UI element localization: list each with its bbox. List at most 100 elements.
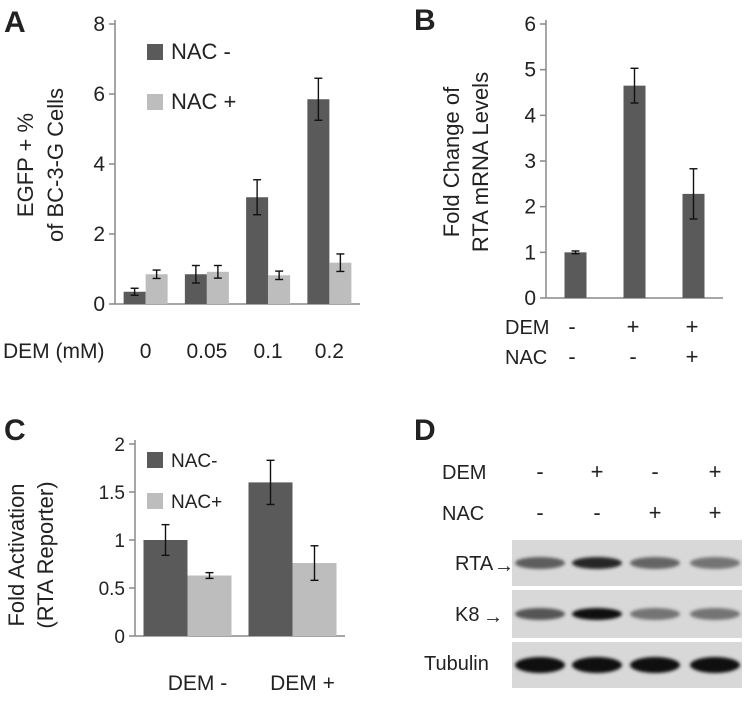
x-tick-label: 0.2 bbox=[315, 340, 344, 363]
legend-label: NAC - bbox=[171, 39, 231, 64]
nac-sign: - bbox=[593, 500, 600, 525]
bar bbox=[623, 85, 646, 299]
panel-a-xlabel: DEM (mM) bbox=[3, 340, 104, 363]
legend-label: NAC- bbox=[171, 451, 217, 472]
dem-sign: + bbox=[627, 314, 640, 339]
panel-d-sign-rows: - + - + - - + + bbox=[536, 459, 721, 525]
y-tick-label: 2 bbox=[93, 223, 105, 246]
panel-c-ylabel: Fold Activation (RTA Reporter) bbox=[4, 481, 58, 628]
blot-band bbox=[690, 557, 740, 569]
bar bbox=[564, 252, 587, 298]
y-tick-label: 2 bbox=[114, 435, 125, 456]
y-tick-label: 4 bbox=[93, 153, 105, 176]
legend-label: NAC + bbox=[171, 89, 236, 114]
panel-c-ylabel-line2: (RTA Reporter) bbox=[33, 481, 58, 628]
bar bbox=[307, 99, 330, 304]
panel-b-ylabel: Fold Change of RTA mRNA Levels bbox=[439, 72, 493, 252]
y-tick-label: 8 bbox=[93, 13, 105, 36]
blot-label-k8: K8 bbox=[455, 604, 480, 626]
dem-sign: - bbox=[568, 314, 575, 339]
y-tick-label: 1 bbox=[114, 531, 125, 552]
nac-sign: - bbox=[536, 500, 543, 525]
x-tick-label: 0.05 bbox=[186, 340, 227, 363]
blot-strip-rta bbox=[512, 540, 742, 586]
y-tick-label: 5 bbox=[524, 59, 536, 82]
chart-a: 0 2 4 6 8 0 0.05 0.1 0.2 NAC - NAC + bbox=[93, 13, 360, 363]
blot-strip-tubulin bbox=[512, 642, 742, 688]
blot-band bbox=[515, 608, 565, 620]
bar bbox=[206, 271, 229, 304]
blot-band bbox=[572, 608, 622, 620]
blot-band bbox=[515, 557, 565, 569]
bar bbox=[682, 193, 705, 298]
nac-sign: - bbox=[629, 344, 636, 369]
panel-a-ylabel-line1: EGFP + % bbox=[13, 113, 38, 217]
chart-b: 0 1 2 3 4 5 6 bbox=[524, 13, 723, 310]
bar bbox=[246, 197, 269, 304]
panel-c-ylabel-line1: Fold Activation bbox=[4, 483, 29, 626]
y-tick-label: 0 bbox=[93, 293, 105, 316]
arrow-right-icon: → bbox=[494, 555, 514, 577]
blot-band bbox=[572, 557, 622, 569]
bar bbox=[184, 274, 207, 304]
dem-sign: - bbox=[651, 459, 658, 484]
panel-b-ylabel-line1: Fold Change of bbox=[439, 86, 464, 237]
y-tick-label: 3 bbox=[524, 150, 536, 173]
x-tick-label: DEM + bbox=[270, 672, 335, 695]
bar bbox=[248, 482, 293, 636]
bar bbox=[268, 275, 291, 304]
legend-swatch bbox=[147, 452, 163, 468]
arrow-right-icon: → bbox=[483, 606, 503, 628]
nac-sign: + bbox=[686, 344, 699, 369]
y-tick-label: 2 bbox=[524, 196, 536, 219]
panel-letter-c: C bbox=[4, 414, 26, 447]
bar bbox=[329, 262, 352, 304]
chart-c: 0 0.5 1 1.5 2 DEM - DEM + NAC- NAC+ bbox=[99, 435, 345, 695]
blot-band bbox=[515, 657, 565, 673]
panel-a-ylabel-line2: of BC-3-G Cells bbox=[43, 88, 68, 242]
dem-sign: + bbox=[686, 314, 699, 339]
panel-b-sign-rows: - + + - - + bbox=[568, 314, 698, 369]
blot-label-tubulin: Tubulin bbox=[424, 653, 489, 675]
legend-label: NAC+ bbox=[171, 492, 222, 513]
panel-a-ylabel: EGFP + % of BC-3-G Cells bbox=[13, 88, 68, 242]
bar bbox=[145, 274, 168, 304]
panel-b-ylabel-line2: RTA mRNA Levels bbox=[468, 72, 493, 252]
x-tick-label: 0.1 bbox=[254, 340, 283, 363]
panel-letter-a: A bbox=[4, 6, 26, 39]
dem-sign: + bbox=[591, 459, 604, 484]
nac-sign: + bbox=[649, 500, 662, 525]
y-tick-label: 1.5 bbox=[99, 483, 125, 504]
panel-d-row-label-dem: DEM bbox=[442, 462, 486, 484]
legend-swatch bbox=[147, 493, 163, 509]
blot-band bbox=[690, 608, 740, 620]
dem-sign: - bbox=[536, 459, 543, 484]
blot-band bbox=[630, 657, 680, 673]
bar bbox=[123, 291, 146, 304]
x-tick-label: 0 bbox=[140, 340, 152, 363]
dem-sign: + bbox=[709, 459, 722, 484]
blot-band bbox=[630, 608, 680, 620]
panel-b-row-label-dem: DEM bbox=[505, 317, 549, 339]
y-tick-label: 4 bbox=[524, 104, 536, 127]
panel-letter-b: B bbox=[414, 4, 436, 37]
nac-sign: - bbox=[568, 344, 575, 369]
blot-band bbox=[630, 557, 680, 569]
blot-band bbox=[572, 657, 622, 673]
blot-band bbox=[690, 657, 740, 673]
y-tick-label: 0 bbox=[114, 627, 125, 648]
legend-swatch bbox=[147, 94, 163, 110]
y-tick-label: 1 bbox=[524, 241, 536, 264]
y-tick-label: 6 bbox=[524, 13, 536, 36]
blot-label-rta: RTA bbox=[455, 553, 494, 575]
x-tick-label: DEM - bbox=[168, 672, 228, 695]
panel-b-row-label-nac: NAC bbox=[505, 347, 547, 369]
panel-letter-d: D bbox=[414, 414, 436, 447]
bar bbox=[187, 575, 232, 636]
y-tick-label: 6 bbox=[93, 83, 105, 106]
y-tick-label: 0 bbox=[524, 287, 536, 310]
blot-strip-k8 bbox=[512, 590, 742, 638]
panel-d-row-label-nac: NAC bbox=[442, 503, 484, 525]
nac-sign: + bbox=[709, 500, 722, 525]
